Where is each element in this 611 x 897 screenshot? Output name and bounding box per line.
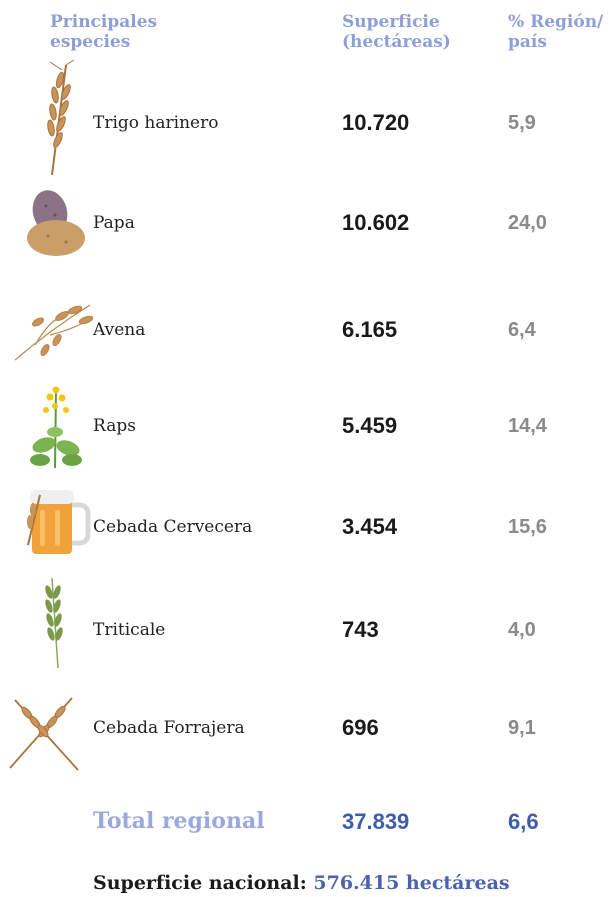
species-name: Papa: [93, 213, 135, 233]
total-percent: 6,6: [508, 809, 539, 835]
percent: 24,0: [508, 211, 547, 235]
potato-icon: [27, 186, 85, 256]
column-header: Principales especies: [50, 12, 180, 52]
species-name: Triticale: [93, 620, 165, 640]
surface: 696: [342, 716, 379, 740]
surface: 3.454: [342, 515, 397, 539]
species-name: Trigo harinero: [93, 113, 218, 133]
surface: 743: [342, 618, 379, 642]
raps-icon: [30, 387, 82, 469]
percent: 6,4: [508, 318, 536, 342]
wheat-icon: [47, 60, 74, 175]
species-name: Raps: [93, 416, 136, 436]
surface: 10.602: [342, 211, 409, 235]
column-header: Superficie (hectáreas): [342, 12, 472, 52]
species-name: Cebada Cervecera: [93, 517, 252, 537]
footer-label: Superficie nacional:: [93, 872, 307, 894]
percent: 5,9: [508, 111, 536, 135]
column-header: % Región/ país: [508, 12, 608, 52]
triticale-icon: [44, 578, 64, 668]
percent: 14,4: [508, 414, 547, 438]
surface: 10.720: [342, 111, 409, 135]
percent: 9,1: [508, 716, 536, 740]
footer: Superficie nacional: 576.415 hectáreas: [93, 872, 611, 894]
total-surface: 37.839: [342, 809, 409, 835]
surface: 6.165: [342, 318, 397, 342]
percent: 15,6: [508, 515, 547, 539]
footer-value: 576.415 hectáreas: [313, 872, 509, 894]
surface: 5.459: [342, 414, 397, 438]
percent: 4,0: [508, 618, 536, 642]
species-name: Avena: [93, 320, 145, 340]
species-name: Cebada Forrajera: [93, 718, 245, 738]
beer-icon: [27, 490, 88, 554]
total-label: Total regional: [93, 808, 265, 834]
barley-icon: [10, 698, 78, 770]
page: {"header": {"columns": ["Principales esp…: [0, 0, 611, 897]
oats-icon: [15, 305, 94, 360]
